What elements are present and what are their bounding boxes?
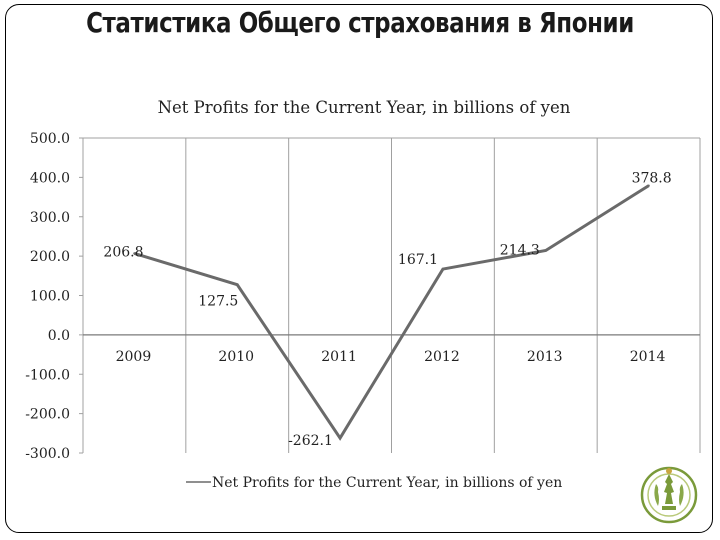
data-point	[133, 252, 136, 255]
x-tick-label: 2011	[321, 349, 357, 365]
y-tick-label: 500.0	[30, 131, 70, 147]
data-label: 127.5	[198, 294, 238, 310]
x-tick-label: 2010	[218, 349, 254, 365]
coat-of-arms-icon	[640, 466, 698, 524]
data-label: 378.8	[632, 171, 672, 187]
chart-grid	[82, 137, 701, 453]
legend-label: Net Profits for the Current Year, in bil…	[212, 475, 562, 491]
data-label: 206.8	[103, 244, 143, 260]
data-label: 167.1	[398, 252, 438, 268]
y-tick-label: -300.0	[25, 446, 70, 462]
series-line	[133, 184, 650, 441]
chart-series	[133, 184, 650, 441]
data-point	[236, 283, 239, 286]
data-label: -262.1	[288, 433, 333, 449]
x-tick-label: 2013	[527, 349, 563, 365]
y-tick-label: -100.0	[25, 367, 70, 383]
data-point	[647, 184, 650, 187]
slide-frame	[5, 4, 713, 533]
y-tick-label: 400.0	[30, 170, 70, 186]
data-point	[338, 436, 342, 440]
slide-title: Статистика Общего страхования в Японии	[86, 6, 634, 39]
y-tick-label: -200.0	[25, 407, 70, 423]
data-labels: 206.8 127.5 -262.1 167.1 214.3 378.8	[103, 171, 671, 449]
data-label: 214.3	[500, 242, 540, 258]
x-tick-label: 2014	[630, 349, 666, 365]
data-point	[441, 267, 445, 271]
data-point	[544, 249, 547, 252]
x-tick-label: 2009	[116, 349, 152, 365]
y-tick-label: 300.0	[30, 210, 70, 226]
y-tick-label: 100.0	[30, 289, 70, 305]
chart-legend: Net Profits for the Current Year, in bil…	[186, 475, 562, 491]
x-axis-ticks: 2009 2010 2011 2012 2013 2014	[116, 349, 666, 365]
chart-title: Net Profits for the Current Year, in bil…	[158, 98, 571, 117]
y-axis-ticks: 500.0 400.0 300.0 200.0 100.0 0.0 -100.0 -200.0…	[25, 131, 83, 462]
y-tick-label: 0.0	[48, 328, 70, 344]
x-tick-label: 2012	[424, 349, 460, 365]
y-tick-label: 200.0	[30, 249, 70, 265]
